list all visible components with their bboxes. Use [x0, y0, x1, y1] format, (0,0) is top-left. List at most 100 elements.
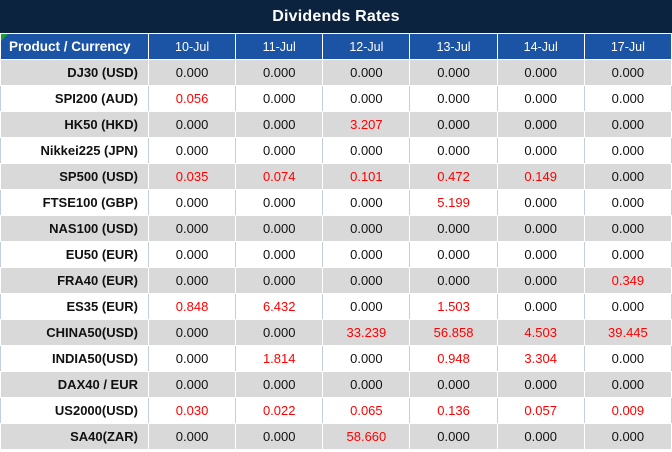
value-cell[interactable]: 0.022: [235, 397, 324, 424]
value-cell[interactable]: 0.000: [235, 423, 324, 450]
value-cell[interactable]: 0.000: [583, 241, 672, 268]
value-cell[interactable]: 0.000: [235, 137, 324, 164]
value-cell[interactable]: 0.000: [235, 215, 324, 242]
value-cell[interactable]: 0.000: [322, 189, 411, 216]
value-cell[interactable]: 0.030: [147, 397, 237, 424]
value-cell[interactable]: 0.848: [147, 293, 237, 320]
product-cell[interactable]: EU50 (EUR): [0, 241, 149, 268]
value-cell[interactable]: 0.000: [583, 137, 672, 164]
value-cell[interactable]: 0.000: [322, 215, 411, 242]
value-cell[interactable]: 0.074: [235, 163, 324, 190]
value-cell[interactable]: 0.000: [147, 215, 237, 242]
product-cell[interactable]: US2000(USD): [0, 397, 149, 424]
value-cell[interactable]: 0.101: [322, 163, 411, 190]
value-cell[interactable]: 0.000: [583, 189, 672, 216]
value-cell[interactable]: 0.000: [147, 59, 237, 86]
value-cell[interactable]: 0.000: [235, 241, 324, 268]
value-cell[interactable]: 0.000: [235, 111, 324, 138]
value-cell[interactable]: 0.000: [583, 215, 672, 242]
value-cell[interactable]: 0.000: [147, 371, 237, 398]
value-cell[interactable]: 0.149: [496, 163, 585, 190]
value-cell[interactable]: 0.056: [147, 85, 237, 112]
value-cell[interactable]: 33.239: [322, 319, 411, 346]
product-cell[interactable]: INDIA50(USD): [0, 345, 149, 372]
value-cell[interactable]: 58.660: [322, 423, 411, 450]
value-cell[interactable]: 0.009: [583, 397, 672, 424]
column-header-date[interactable]: 13-Jul: [409, 33, 498, 60]
value-cell[interactable]: 0.035: [147, 163, 237, 190]
value-cell[interactable]: 0.000: [583, 423, 672, 450]
product-cell[interactable]: CHINA50(USD): [0, 319, 149, 346]
value-cell[interactable]: 0.000: [496, 111, 585, 138]
value-cell[interactable]: 0.000: [147, 319, 237, 346]
value-cell[interactable]: 0.000: [147, 267, 237, 294]
value-cell[interactable]: 0.000: [583, 293, 672, 320]
value-cell[interactable]: 0.000: [496, 267, 585, 294]
value-cell[interactable]: 0.000: [409, 85, 498, 112]
value-cell[interactable]: 0.000: [496, 215, 585, 242]
value-cell[interactable]: 0.000: [496, 137, 585, 164]
value-cell[interactable]: 0.000: [409, 137, 498, 164]
value-cell[interactable]: 5.199: [409, 189, 498, 216]
value-cell[interactable]: 0.000: [583, 85, 672, 112]
value-cell[interactable]: 0.000: [496, 293, 585, 320]
value-cell[interactable]: 0.000: [322, 241, 411, 268]
product-currency-header[interactable]: Product / Currency: [0, 33, 149, 60]
column-header-date[interactable]: 12-Jul: [322, 33, 411, 60]
value-cell[interactable]: 0.000: [322, 137, 411, 164]
value-cell[interactable]: 0.000: [496, 371, 585, 398]
value-cell[interactable]: 0.000: [583, 163, 672, 190]
value-cell[interactable]: 0.000: [409, 59, 498, 86]
value-cell[interactable]: 0.000: [235, 59, 324, 86]
value-cell[interactable]: 0.000: [409, 215, 498, 242]
column-header-date[interactable]: 10-Jul: [147, 33, 237, 60]
value-cell[interactable]: 0.000: [322, 371, 411, 398]
value-cell[interactable]: 0.000: [322, 59, 411, 86]
value-cell[interactable]: 0.000: [147, 137, 237, 164]
value-cell[interactable]: 6.432: [235, 293, 324, 320]
value-cell[interactable]: 3.304: [496, 345, 585, 372]
value-cell[interactable]: 0.472: [409, 163, 498, 190]
value-cell[interactable]: 0.000: [322, 267, 411, 294]
value-cell[interactable]: 0.000: [409, 111, 498, 138]
value-cell[interactable]: 0.000: [235, 371, 324, 398]
product-cell[interactable]: NAS100 (USD): [0, 215, 149, 242]
product-cell[interactable]: SPI200 (AUD): [0, 85, 149, 112]
value-cell[interactable]: 0.000: [409, 241, 498, 268]
value-cell[interactable]: 0.000: [147, 111, 237, 138]
value-cell[interactable]: 39.445: [583, 319, 672, 346]
value-cell[interactable]: 3.207: [322, 111, 411, 138]
value-cell[interactable]: 0.000: [409, 423, 498, 450]
product-cell[interactable]: SP500 (USD): [0, 163, 149, 190]
value-cell[interactable]: 0.000: [583, 345, 672, 372]
value-cell[interactable]: 0.349: [583, 267, 672, 294]
value-cell[interactable]: 0.000: [583, 371, 672, 398]
value-cell[interactable]: 0.000: [409, 267, 498, 294]
value-cell[interactable]: 0.000: [147, 345, 237, 372]
value-cell[interactable]: 0.948: [409, 345, 498, 372]
value-cell[interactable]: 0.000: [496, 423, 585, 450]
product-cell[interactable]: ES35 (EUR): [0, 293, 149, 320]
value-cell[interactable]: 1.814: [235, 345, 324, 372]
value-cell[interactable]: 0.000: [147, 189, 237, 216]
product-cell[interactable]: DAX40 / EUR: [0, 371, 149, 398]
value-cell[interactable]: 0.000: [583, 111, 672, 138]
value-cell[interactable]: 0.136: [409, 397, 498, 424]
column-header-date[interactable]: 17-Jul: [583, 33, 672, 60]
product-cell[interactable]: DJ30 (USD): [0, 59, 149, 86]
value-cell[interactable]: 1.503: [409, 293, 498, 320]
value-cell[interactable]: 0.057: [496, 397, 585, 424]
value-cell[interactable]: 0.000: [496, 85, 585, 112]
product-cell[interactable]: HK50 (HKD): [0, 111, 149, 138]
value-cell[interactable]: 0.000: [409, 371, 498, 398]
value-cell[interactable]: 0.000: [496, 189, 585, 216]
product-cell[interactable]: Nikkei225 (JPN): [0, 137, 149, 164]
value-cell[interactable]: 4.503: [496, 319, 585, 346]
value-cell[interactable]: 0.000: [496, 241, 585, 268]
column-header-date[interactable]: 14-Jul: [496, 33, 585, 60]
product-cell[interactable]: SA40(ZAR): [0, 423, 149, 450]
value-cell[interactable]: 0.000: [322, 85, 411, 112]
value-cell[interactable]: 0.000: [496, 59, 585, 86]
product-cell[interactable]: FTSE100 (GBP): [0, 189, 149, 216]
value-cell[interactable]: 0.000: [235, 319, 324, 346]
